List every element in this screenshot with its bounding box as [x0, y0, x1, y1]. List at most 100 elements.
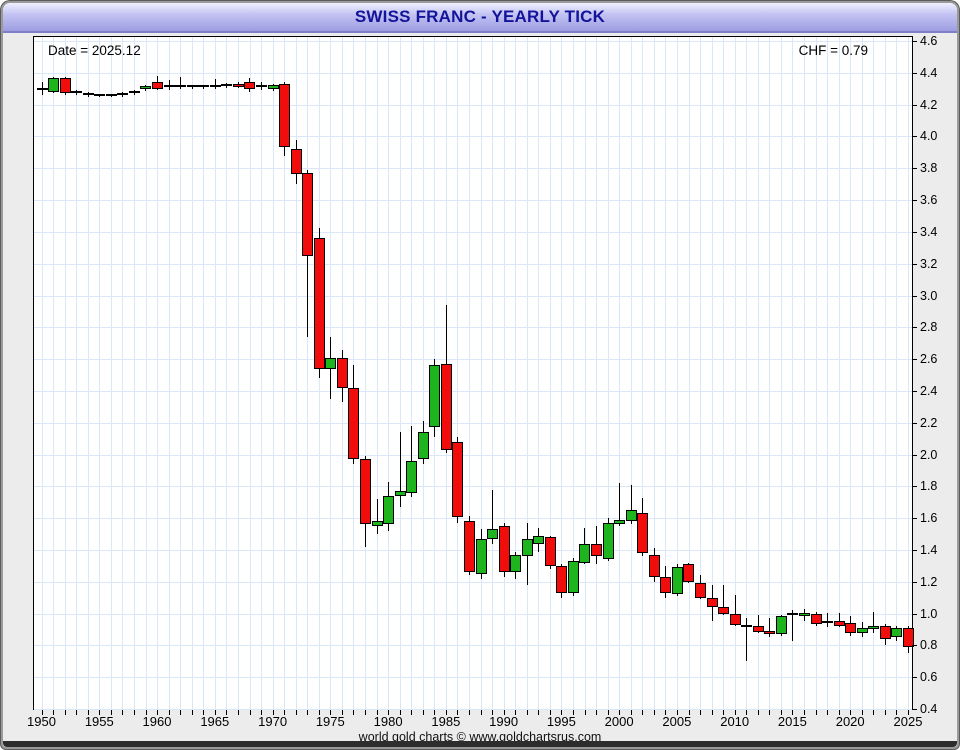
gridline-v — [492, 37, 494, 709]
gridline-v — [757, 37, 759, 709]
candle-doji-dash — [83, 92, 94, 95]
candle-body-up — [406, 460, 417, 493]
x-tick — [665, 710, 667, 715]
x-tick — [330, 710, 332, 715]
gridline-v — [792, 37, 794, 709]
y-tick — [912, 677, 917, 679]
gridline-v — [723, 37, 725, 709]
y-tick-label: 1.4 — [920, 542, 938, 557]
gridline-v — [642, 37, 644, 709]
x-tick — [226, 710, 228, 715]
candle-body-up — [429, 365, 440, 428]
gridline-v — [711, 37, 713, 709]
x-tick — [157, 710, 158, 715]
date-readout: Date = 2025.12 — [48, 43, 141, 58]
gridline-h — [34, 41, 912, 42]
x-tick — [411, 710, 413, 715]
x-tick-label: 1975 — [315, 714, 345, 729]
candle-wick — [758, 615, 759, 633]
x-tick — [561, 710, 563, 715]
gridline-v — [503, 37, 505, 709]
x-tick — [122, 710, 124, 715]
x-tick — [353, 710, 355, 715]
x-tick — [838, 710, 840, 715]
y-tick-label: 3.4 — [920, 224, 938, 239]
gridline-v — [769, 37, 771, 709]
candle-body-up — [418, 432, 429, 460]
x-tick — [676, 710, 678, 715]
gridline-v — [850, 37, 852, 709]
x-tick — [792, 710, 794, 715]
gridline-v — [203, 37, 205, 709]
gridline-h — [34, 422, 912, 424]
gridline-v — [76, 37, 78, 709]
x-tick-label: 1980 — [373, 714, 403, 729]
gridline-v — [873, 37, 875, 709]
candle-wick — [723, 584, 724, 616]
candle-body-down — [845, 623, 856, 634]
candle-body-down — [834, 620, 845, 627]
y-tick-label: 3.2 — [920, 256, 938, 271]
candle-wick — [631, 484, 632, 525]
gridline-v — [191, 37, 193, 709]
candle-doji-dash — [741, 624, 752, 627]
candle-doji-dash — [106, 94, 117, 97]
gridline-v — [295, 37, 297, 709]
gridline-h — [34, 231, 912, 233]
candle-body-down — [152, 82, 163, 89]
gridline-v — [665, 37, 667, 709]
gridline-v — [884, 37, 886, 709]
x-tick — [688, 710, 690, 715]
x-tick-label: 1970 — [258, 714, 288, 729]
gridline-v — [226, 37, 228, 709]
x-tick — [284, 710, 286, 715]
gridline-v — [110, 37, 112, 709]
candle-doji-dash — [187, 85, 198, 88]
x-tick — [445, 710, 447, 715]
x-tick — [780, 710, 782, 715]
plot-area: Date = 2025.12 CHF = 0.79 — [33, 36, 914, 710]
candle-body-up — [868, 625, 879, 629]
y-tick — [912, 359, 917, 361]
candle-doji-dash — [256, 84, 267, 87]
x-tick — [318, 710, 320, 715]
candle-body-down — [337, 357, 348, 388]
candle-doji-dash — [822, 621, 833, 624]
gridline-v — [133, 37, 135, 709]
y-tick — [912, 104, 917, 106]
candle-doji-dash — [198, 85, 209, 88]
y-tick — [912, 72, 917, 74]
y-tick — [912, 390, 917, 392]
gridline-h — [34, 327, 912, 329]
x-tick — [538, 710, 540, 715]
footer-credit: world gold charts © www.goldchartsrus.co… — [358, 730, 602, 744]
gridline-v — [41, 37, 43, 709]
gridline-v — [908, 37, 909, 709]
candle-body-down — [60, 77, 71, 93]
gridline-v — [168, 37, 170, 709]
x-tick — [896, 710, 898, 715]
x-tick — [630, 710, 632, 715]
gridline-v — [676, 37, 678, 709]
candle-body-down — [233, 83, 244, 87]
gridline-v — [572, 37, 574, 709]
gridline-v — [688, 37, 690, 709]
x-tick — [145, 710, 147, 715]
x-tick — [110, 710, 112, 715]
y-tick — [912, 613, 917, 615]
gridline-v — [700, 37, 701, 709]
x-tick — [804, 710, 805, 715]
gridline-v — [861, 37, 863, 709]
candle-doji-dash — [221, 83, 232, 86]
candle-body-up — [672, 567, 683, 595]
gridline-h — [34, 709, 912, 710]
gridline-v — [388, 37, 390, 709]
y-tick-label: 3.6 — [920, 193, 938, 207]
gridline-v — [157, 37, 158, 709]
candle-body-down — [545, 537, 556, 566]
y-tick — [912, 136, 917, 138]
candle-body-up — [626, 510, 637, 522]
candle-body-down — [753, 626, 764, 632]
y-tick-label: 3.0 — [920, 288, 938, 303]
x-tick — [827, 710, 829, 715]
